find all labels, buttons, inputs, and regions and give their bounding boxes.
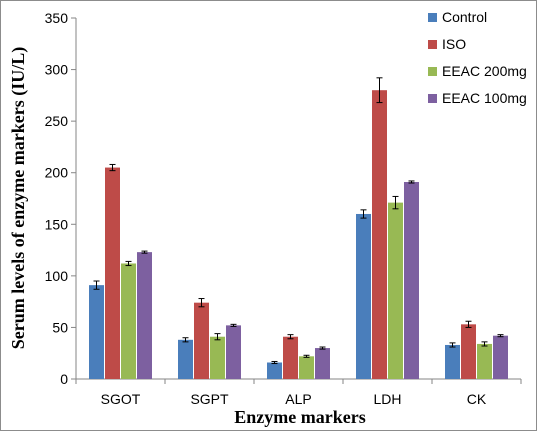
bar-control-sgot [89, 285, 104, 379]
bar-iso-ck [461, 324, 476, 379]
x-tick-label: SGPT [190, 391, 229, 407]
bar-eeac-200mg-ldh [388, 202, 403, 379]
x-tick-label: ALP [285, 391, 311, 407]
legend-swatch [428, 13, 437, 22]
bar-eeac-200mg-ck [477, 343, 492, 379]
bars-group [89, 77, 508, 379]
bar-iso-alp [283, 336, 298, 379]
bar-eeac-100mg-alp [315, 348, 330, 379]
bar-eeac-200mg-sgot [121, 263, 136, 379]
legend-swatch [428, 40, 437, 49]
y-tick-label: 50 [52, 319, 68, 335]
bar-eeac-100mg-sgpt [226, 325, 241, 379]
bar-iso-ldh [372, 90, 387, 379]
legend: Control ISO EEAC 200mg EEAC 100mg [428, 9, 527, 106]
legend-label: EEAC 100mg [442, 90, 527, 106]
y-tick-label: 250 [45, 113, 69, 129]
legend-label: Control [442, 9, 487, 25]
legend-swatch [428, 94, 437, 103]
x-tick-label: CK [467, 391, 487, 407]
bar-eeac-100mg-ldh [404, 181, 419, 379]
legend-label: EEAC 200mg [442, 63, 527, 79]
x-axis-title: Enzyme markers [234, 407, 365, 427]
bar-control-ck [445, 344, 460, 379]
y-tick-label: 100 [45, 268, 69, 284]
bar-control-ldh [356, 213, 371, 379]
y-tick-label: 150 [45, 216, 69, 232]
bar-eeac-200mg-sgpt [210, 336, 225, 379]
x-tick-label: LDH [373, 391, 401, 407]
y-axis-ticks: 0 50 100 150 200 250 300 350 [45, 10, 76, 387]
x-axis-ticks: SGOT SGPT ALP LDH CK [75, 379, 522, 407]
y-tick-label: 300 [45, 62, 69, 78]
bar-eeac-100mg-sgot [137, 252, 152, 379]
legend-label: ISO [442, 36, 466, 52]
y-tick-label: 350 [45, 10, 69, 26]
y-axis-title: Serum levels of enzyme markers (IU/L) [8, 47, 29, 349]
y-tick-label: 200 [45, 165, 69, 181]
legend-swatch [428, 67, 437, 76]
y-tick-label: 0 [60, 371, 68, 387]
bar-control-alp [267, 362, 282, 379]
bar-eeac-100mg-ck [493, 335, 508, 379]
bar-iso-sgot [105, 167, 120, 379]
x-tick-label: SGOT [101, 391, 141, 407]
bar-iso-sgpt [194, 302, 209, 379]
bar-eeac-200mg-alp [299, 356, 314, 379]
bar-control-sgpt [178, 339, 193, 379]
